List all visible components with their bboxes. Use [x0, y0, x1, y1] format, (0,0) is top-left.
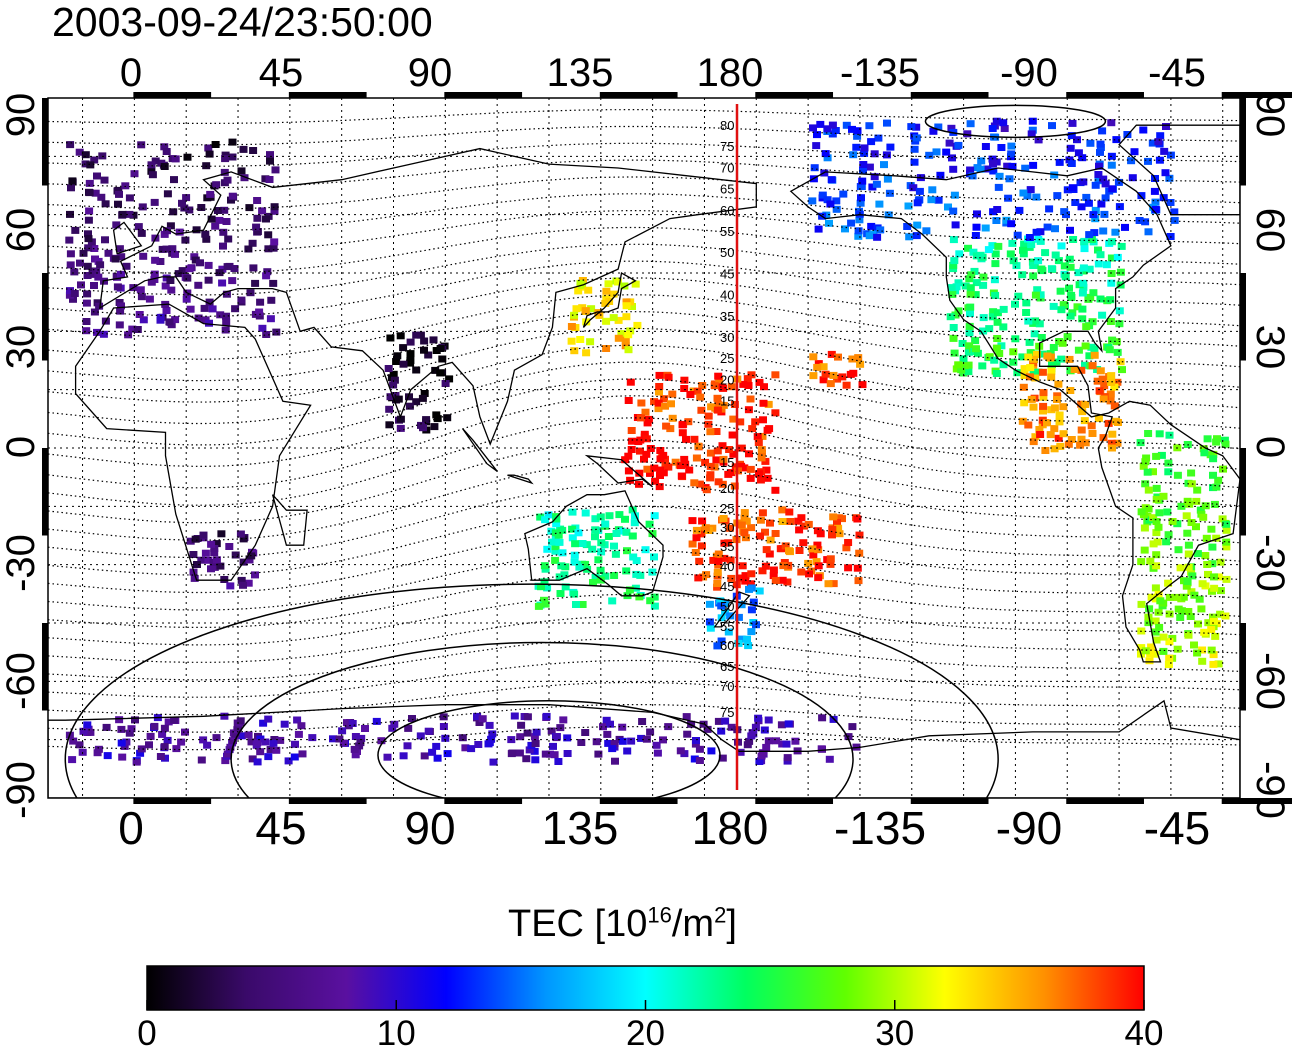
right-latitude-label: 0 [1248, 436, 1292, 458]
left-latitude-label: 90 [0, 93, 43, 138]
bottom-longitude-label: -45 [1144, 802, 1210, 854]
coastlines [48, 124, 1240, 798]
dip-latitude-label: 40 [720, 559, 734, 574]
left-latitude-label: -90 [0, 761, 43, 819]
right-latitude-label: 60 [1248, 208, 1292, 253]
right-latitude-label: 90 [1248, 93, 1292, 138]
dip-latitude-label: 25 [720, 501, 734, 516]
dip-latitude-label: 15 [720, 394, 734, 409]
tec-region-japan [567, 277, 642, 357]
axis-labels: 0 45 90 135 180 -135 -90 -450 45 90 135 180 -135 -90-… [0, 51, 1292, 854]
right-latitude-label: 30 [1248, 325, 1292, 370]
dip-latitude-label: 35 [720, 309, 734, 324]
bottom-longitude-label: -90 [996, 802, 1062, 854]
tec-region-india [384, 331, 454, 434]
tec-region-tropical-pacific [621, 371, 780, 494]
bottom-longitude-label: 180 [692, 802, 769, 854]
colorbar-tick-label: 30 [875, 1014, 915, 1053]
bottom-longitude-label: 135 [542, 802, 619, 854]
dip-latitude-label: 30 [720, 520, 734, 535]
dip-latitude-label: 70 [720, 160, 734, 175]
colorbar-tick-label: 40 [1124, 1014, 1164, 1053]
dip-latitude-label: 50 [720, 599, 734, 614]
dip-latitude-label: 80 [720, 118, 734, 133]
dip-latitude-label: 20 [720, 372, 734, 387]
dip-latitude-label: 60 [720, 203, 734, 218]
dip-latitude-label: 75 [720, 705, 734, 720]
dip-latitude-contours [48, 104, 1240, 798]
dip-latitude-label: 50 [720, 245, 734, 260]
tec-region-north-america [946, 235, 1126, 377]
tec-region-antarctica [65, 712, 861, 766]
dip-latitude-label: 65 [720, 182, 734, 197]
dip-latitude-label: 25 [720, 351, 734, 366]
dip-latitude-label: 20 [720, 481, 734, 496]
tec-region-south-america [1136, 430, 1231, 668]
left-latitude-label: -60 [0, 652, 43, 710]
dip-latitude-label: 75 [720, 139, 734, 154]
right-latitude-label: -90 [1248, 761, 1292, 819]
bottom-longitude-label: 0 [118, 802, 144, 854]
dip-latitude-label: 40 [720, 288, 734, 303]
left-latitude-label: 60 [0, 208, 43, 253]
top-longitude-label: 90 [408, 51, 453, 95]
dip-latitude-labels: 80 75 70 65 60 55 50 45 40 35 30 25 20 15 15 20 25 30 35 40… [720, 118, 734, 720]
colorbar-ticks [146, 1000, 1145, 1010]
dip-latitude-label: 60 [720, 638, 734, 653]
dip-latitude-label: 55 [720, 224, 734, 239]
colorbar-tick-label: 0 [137, 1014, 157, 1053]
tec-region-new-zealand [705, 584, 764, 650]
bottom-longitude-label: -135 [834, 802, 926, 854]
right-latitude-label: -60 [1248, 652, 1292, 710]
dip-latitude-label: 45 [720, 266, 734, 281]
left-latitude-label: 30 [0, 325, 43, 370]
left-latitude-label: 0 [0, 436, 43, 458]
tec-region-europe [65, 138, 281, 339]
dip-latitude-label: 70 [720, 679, 734, 694]
top-longitude-label: 135 [547, 51, 614, 95]
tec-region-pacific-south [688, 506, 864, 591]
dip-latitude-label: 45 [720, 579, 734, 594]
bottom-longitude-label: 90 [404, 802, 455, 854]
colorbar-title: TEC [1016/m2] [508, 902, 737, 945]
frame-scale-bars [42, 92, 1292, 804]
left-latitude-label: -30 [0, 534, 43, 592]
lat-lon-grid [48, 98, 1240, 798]
top-longitude-label: 45 [259, 51, 304, 95]
timestamp-title: 2003-09-24/23:50:00 [52, 0, 433, 45]
tec-region-hawaii [809, 350, 867, 389]
colorbar-tick-label: 10 [376, 1014, 416, 1053]
dip-latitude-label: 30 [720, 330, 734, 345]
tec-region-central-america [1018, 351, 1125, 454]
dip-latitude-label: 35 [720, 539, 734, 554]
top-longitude-label: -90 [1000, 51, 1058, 95]
top-longitude-label: 180 [697, 51, 764, 95]
top-longitude-label: -45 [1148, 51, 1206, 95]
top-longitude-label: 0 [120, 51, 142, 95]
right-latitude-label: -30 [1248, 534, 1292, 592]
dip-latitude-label: 15 [720, 455, 734, 470]
dip-latitude-label: 55 [720, 619, 734, 634]
bottom-longitude-label: 45 [255, 802, 306, 854]
colorbar-tick-label: 20 [626, 1014, 665, 1053]
top-longitude-label: -135 [840, 51, 920, 95]
dip-latitude-label: 65 [720, 659, 734, 674]
